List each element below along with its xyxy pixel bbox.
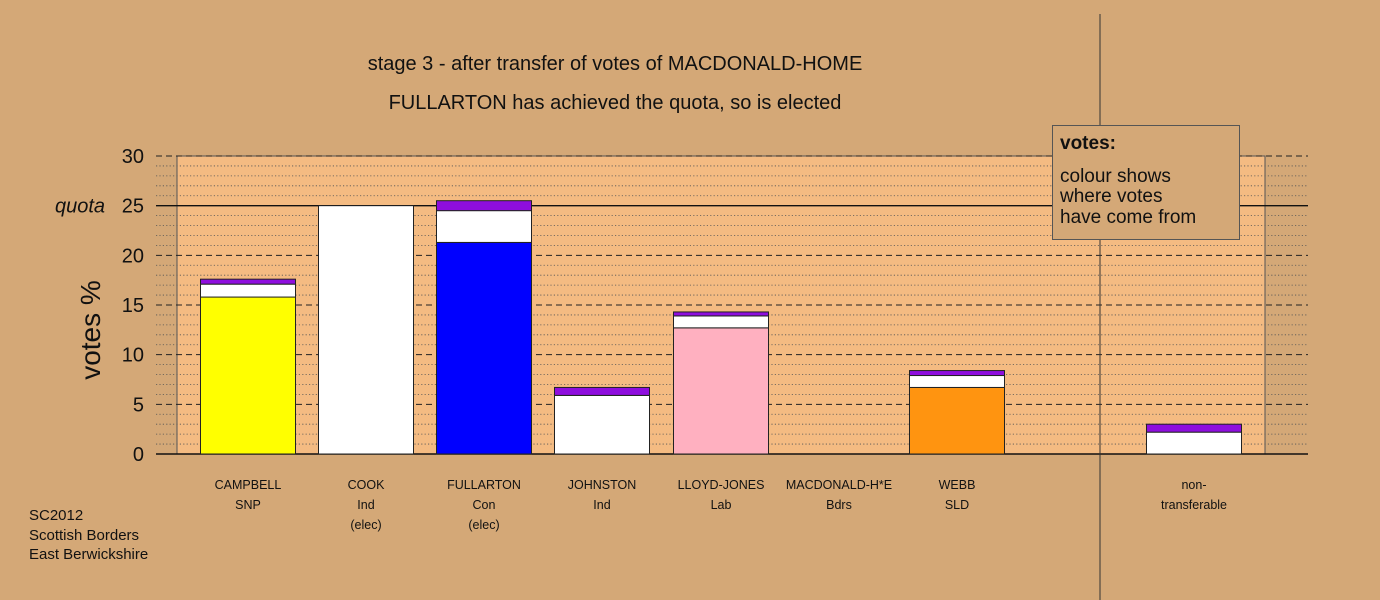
footer-line: Scottish Borders xyxy=(29,526,140,544)
quota-label: quota xyxy=(55,196,105,218)
y-tick-label: 20 xyxy=(122,245,144,267)
bar-segment xyxy=(909,386,1005,455)
y-tick-label: 5 xyxy=(133,394,144,416)
chart-title: stage 3 - after transfer of votes of MAC… xyxy=(367,53,863,75)
legend: votes: colour shows where votes have com… xyxy=(1052,125,1240,240)
x-tick-label: non- xyxy=(1181,478,1206,492)
bar-segment xyxy=(200,283,296,298)
party-label: transferable xyxy=(1161,498,1227,512)
footer-line: East Berwickshire xyxy=(29,546,149,563)
legend-title: votes: xyxy=(1060,133,1116,154)
x-tick-label: FULLARTON xyxy=(447,478,521,492)
status-label: (elec) xyxy=(350,518,381,532)
bar-segment xyxy=(673,315,769,329)
x-tick-label: COOK xyxy=(348,478,385,492)
party-label: SNP xyxy=(235,498,261,512)
bar-segment xyxy=(909,370,1005,377)
x-tick-label: MACDONALD-H*E xyxy=(786,478,892,492)
x-tick-label: JOHNSTON xyxy=(568,478,637,492)
party-label: Lab xyxy=(711,498,732,512)
party-label: Bdrs xyxy=(826,498,852,512)
x-tick-label: WEBB xyxy=(939,478,976,492)
chart-subtitle: FULLARTON has achieved the quota, so is … xyxy=(388,92,842,114)
party-label: Con xyxy=(473,498,496,512)
y-tick-label: 30 xyxy=(122,146,144,168)
y-tick-label: 10 xyxy=(122,345,144,367)
bar-segment xyxy=(673,327,769,455)
y-tick-label: 15 xyxy=(122,295,144,317)
y-axis-label: votes % xyxy=(75,280,106,380)
bar-segment xyxy=(554,386,650,396)
footer-line: SC2012 xyxy=(29,507,84,524)
party-label: Ind xyxy=(593,498,610,512)
bar-segment xyxy=(554,394,650,455)
bar-segment xyxy=(318,205,414,455)
bar-segment xyxy=(1146,423,1242,433)
x-tick-label: CAMPBELL xyxy=(215,478,282,492)
party-label: Ind xyxy=(357,498,374,512)
bar-segment xyxy=(436,200,532,212)
bar-segment xyxy=(436,241,532,455)
party-label: SLD xyxy=(945,498,969,512)
x-tick-label: LLOYD-JONES xyxy=(678,478,765,492)
y-tick-label: 0 xyxy=(133,444,144,466)
status-label: (elec) xyxy=(468,518,499,532)
bar-segment xyxy=(200,296,296,455)
bar-segment xyxy=(200,278,296,285)
bar-segment xyxy=(1146,431,1242,455)
y-tick-label: 25 xyxy=(122,196,144,218)
bar-segment xyxy=(436,210,532,243)
footer: SC2012 Scottish Borders East Berwickshir… xyxy=(29,506,148,565)
bar-segment xyxy=(909,375,1005,388)
legend-text: colour shows where votes have come from xyxy=(1060,165,1197,228)
bar-segment xyxy=(673,311,769,317)
